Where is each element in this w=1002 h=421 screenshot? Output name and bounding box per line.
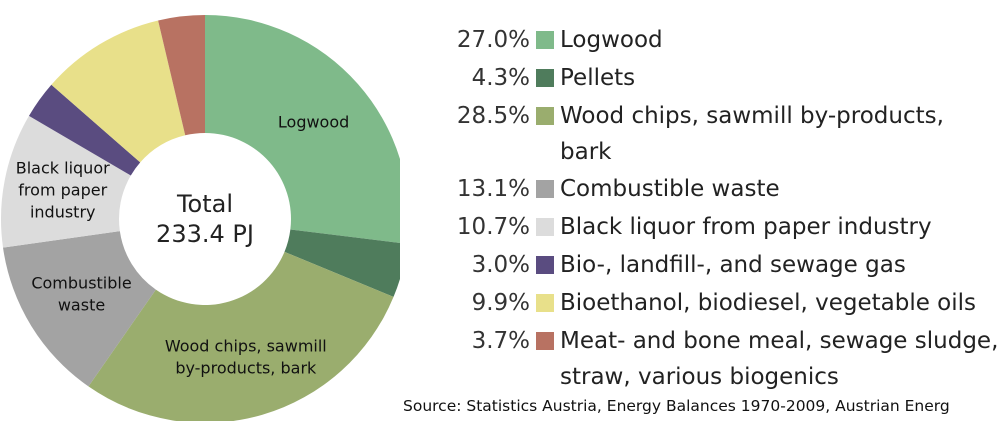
legend-swatch <box>536 106 554 125</box>
legend-label: Combustible waste <box>560 176 780 203</box>
legend-label: Bioethanol, biodiesel, vegetable oils <box>560 289 976 316</box>
legend-item: 27.0% Logwood <box>400 22 1002 58</box>
legend-label: Pellets <box>560 64 636 91</box>
legend-value: 3.7% <box>471 327 530 354</box>
slice <box>0 115 131 248</box>
slice-label: by-products, bark <box>175 359 317 378</box>
legend-value: 13.1% <box>456 176 530 203</box>
slice <box>51 20 186 163</box>
legend-swatch <box>536 255 554 274</box>
legend-swatch <box>536 180 554 199</box>
legend-label: Bio-, landfill-, and sewage gas <box>560 251 906 278</box>
slice <box>205 15 400 243</box>
legend-swatch <box>536 293 554 312</box>
legend-item: 13.1% Combustible waste <box>400 171 1002 207</box>
legend-label: Wood chips, sawmill by-products, bark <box>560 102 944 165</box>
legend-swatch <box>536 31 554 49</box>
source: Source: Statistics Austria, Energy Balan… <box>403 397 950 415</box>
slice-label: Black liquor <box>16 158 110 177</box>
legend-value: 10.7% <box>456 214 530 241</box>
center-label: Total <box>176 190 233 218</box>
slice <box>158 15 205 136</box>
donut-chart: Logwood Wood chips, sawmill by-products, b… <box>0 15 400 421</box>
slice-label: industry <box>30 202 96 221</box>
legend-item: 9.9% Bioethanol, biodiesel, vegetable oil… <box>400 285 1002 321</box>
slice <box>3 231 156 387</box>
legend-value: 4.3% <box>471 64 530 91</box>
legend-item: 28.5% Wood chips, sawmill by-products, ba… <box>400 98 1002 170</box>
legend-item: 10.7% Black liquor from paper industry <box>400 209 1002 245</box>
legend-label: Meat- and bone meal, sewage sludge, stra… <box>560 327 999 390</box>
center-label: 233.4 PJ <box>156 220 254 248</box>
legend-label: Logwood <box>560 27 663 53</box>
legend-swatch <box>536 331 554 350</box>
legend-item: 4.3% Pellets <box>400 60 1002 96</box>
slice-label: Combustible <box>31 274 131 293</box>
legend-label: Black liquor from paper industry <box>560 214 932 241</box>
legend-value: 28.5% <box>456 102 530 129</box>
legend-swatch <box>536 68 554 87</box>
slice <box>88 251 394 421</box>
slice <box>28 84 141 176</box>
slice-label: waste <box>58 296 105 315</box>
legend-value: 27.0% <box>456 27 530 53</box>
legend-item: 3.7% Meat- and bone meal, sewage sludge, … <box>400 323 1002 395</box>
legend-value: 3.0% <box>471 251 530 278</box>
legend: 27.0% Logwood 4.3% Pellets 28.5% Wood chips, … <box>400 22 1002 396</box>
slice-label: Wood chips, sawmill <box>165 337 327 356</box>
slice-label: from paper <box>18 180 107 199</box>
slice <box>284 229 400 297</box>
legend-swatch <box>536 218 554 237</box>
slice-label: Logwood <box>278 112 349 131</box>
legend-value: 9.9% <box>471 289 530 316</box>
legend-item: 3.0% Bio-, landfill-, and sewage gas <box>400 247 1002 283</box>
